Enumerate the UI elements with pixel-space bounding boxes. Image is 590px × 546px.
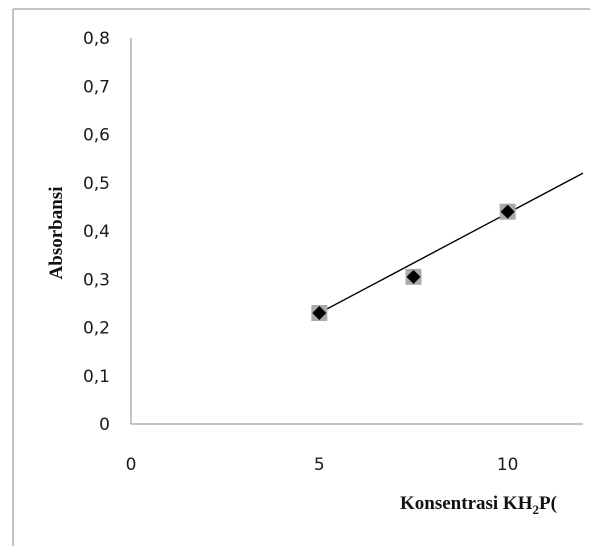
y-tick-label: 0,7: [83, 77, 110, 97]
data-point: [312, 306, 327, 321]
plot-area: 0 0,1 0,2 0,3 0,4 0,5 0,6 0,7 0,8 0 5 10: [83, 29, 584, 475]
x-axis-title-main: Konsentrasi KH: [400, 493, 533, 514]
y-axis-title: Absorbansi: [46, 187, 67, 280]
x-tick-label: 0: [126, 455, 137, 475]
x-axis-title-tail: P(: [539, 493, 557, 514]
y-tick-label: 0,6: [83, 126, 110, 146]
data-point: [500, 204, 515, 219]
y-tick-label: 0,5: [83, 174, 110, 194]
y-tick-label: 0,3: [83, 270, 110, 290]
x-axis-title-subscript: 2: [532, 502, 539, 517]
y-tick-label: 0,1: [83, 367, 110, 387]
x-tick-label: 5: [314, 455, 325, 475]
x-axis-title: Konsentrasi KH2P(: [400, 493, 557, 517]
y-tick-label: 0,2: [83, 319, 110, 339]
data-point: [406, 269, 421, 284]
y-tick-label: 0,4: [83, 222, 110, 242]
y-tick-label: 0: [99, 415, 110, 435]
y-tick-label: 0,8: [83, 29, 110, 49]
trendline: [319, 172, 584, 314]
x-tick-label: 10: [497, 455, 519, 475]
